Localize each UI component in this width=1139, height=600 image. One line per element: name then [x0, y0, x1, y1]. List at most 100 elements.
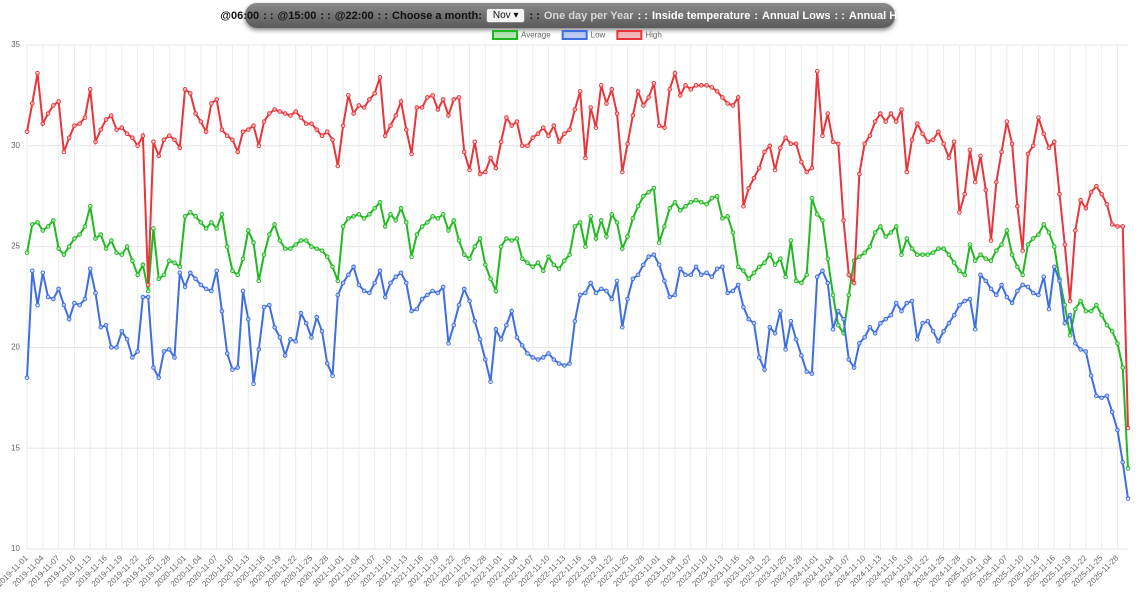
- data-point: [298, 238, 304, 243]
- data-point: [361, 288, 367, 294]
- data-point: [398, 270, 404, 276]
- data-point: [367, 290, 372, 296]
- data-point: [130, 258, 135, 264]
- data-point: [709, 274, 715, 280]
- data-point: [598, 83, 604, 88]
- data-point: [203, 286, 209, 292]
- data-point: [540, 125, 546, 130]
- mode-button[interactable]: One day per Year: [543, 9, 634, 22]
- data-point: [809, 371, 815, 376]
- time-button[interactable]: @22:00: [334, 9, 374, 22]
- data-point: [346, 272, 351, 278]
- data-point: [625, 296, 630, 302]
- data-point: [667, 87, 672, 92]
- data-point: [677, 93, 683, 98]
- time-button[interactable]: @15:00: [277, 9, 317, 22]
- data-point: [525, 351, 530, 356]
- data-point: [577, 89, 583, 94]
- data-point: [108, 238, 114, 243]
- data-point: [372, 91, 377, 96]
- data-point: [635, 89, 641, 94]
- mode-button[interactable]: Annual Lows: [762, 9, 831, 22]
- month-select[interactable]: Nov ▾: [485, 8, 526, 23]
- data-point: [783, 135, 788, 141]
- data-point: [962, 272, 967, 278]
- data-point: [467, 256, 472, 261]
- data-point: [656, 240, 662, 245]
- data-point: [978, 272, 983, 278]
- data-point: [56, 286, 61, 292]
- legend-item: Low: [561, 30, 606, 40]
- data-point: [140, 262, 146, 268]
- data-point: [1046, 145, 1052, 151]
- data-point: [820, 133, 825, 139]
- data-point: [614, 111, 620, 116]
- data-point: [256, 143, 262, 149]
- data-point: [409, 254, 414, 259]
- data-point: [1083, 205, 1089, 211]
- y-tick-label: 35: [11, 40, 20, 49]
- data-point: [1088, 308, 1094, 314]
- data-point: [999, 282, 1004, 288]
- data-point: [635, 272, 641, 278]
- data-point: [835, 308, 841, 314]
- data-point: [156, 375, 161, 380]
- mode-button[interactable]: Annual Highs: [848, 9, 920, 22]
- data-point: [419, 224, 425, 229]
- data-point: [530, 135, 536, 141]
- data-point: [893, 224, 899, 229]
- data-point: [314, 246, 320, 251]
- data-point: [140, 133, 146, 139]
- data-point: [925, 252, 931, 257]
- data-point: [251, 240, 256, 245]
- data-point: [377, 268, 383, 274]
- time-button[interactable]: @06:00: [220, 9, 260, 22]
- data-point: [714, 193, 720, 199]
- data-point: [82, 224, 88, 229]
- data-point: [656, 123, 662, 128]
- data-point: [488, 379, 493, 384]
- data-point: [951, 312, 957, 318]
- data-point: [630, 276, 636, 282]
- data-point: [425, 220, 430, 225]
- data-point: [572, 318, 578, 324]
- data-point: [1109, 328, 1115, 334]
- data-point: [267, 302, 272, 308]
- data-point: [124, 131, 130, 137]
- data-point: [619, 324, 625, 330]
- data-point: [904, 169, 910, 175]
- data-point: [256, 278, 262, 284]
- data-point: [498, 244, 504, 249]
- data-point: [825, 111, 831, 116]
- data-point: [967, 296, 973, 302]
- data-point: [456, 302, 462, 308]
- data-point: [667, 294, 672, 300]
- data-point: [351, 214, 356, 219]
- data-point: [498, 139, 504, 145]
- data-point: [114, 250, 119, 255]
- data-point: [1025, 151, 1031, 157]
- data-point: [725, 101, 730, 106]
- data-point: [1051, 244, 1057, 249]
- data-point: [720, 264, 725, 270]
- mode-button[interactable]: Inside temperature: [651, 9, 751, 22]
- data-point: [87, 203, 93, 209]
- data-point: [583, 290, 588, 296]
- data-point: [814, 274, 820, 280]
- data-point: [746, 316, 752, 322]
- data-point: [1094, 302, 1099, 308]
- data-point: [846, 272, 852, 278]
- data-point: [799, 353, 804, 358]
- data-point: [440, 284, 446, 290]
- data-point: [683, 272, 688, 278]
- data-point: [562, 363, 567, 368]
- data-point: [451, 97, 457, 102]
- month-label: Choose a month:: [392, 9, 482, 22]
- data-point: [704, 201, 709, 207]
- data-point: [335, 278, 341, 284]
- data-point: [114, 127, 119, 132]
- data-point: [267, 111, 272, 116]
- data-point: [388, 280, 393, 286]
- data-point: [335, 292, 341, 298]
